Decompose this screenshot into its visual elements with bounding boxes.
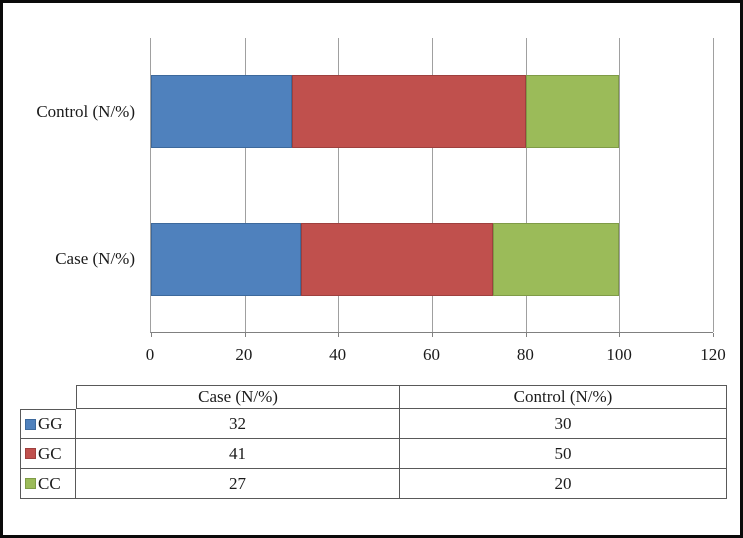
plot-area [150,38,714,337]
axis-tick [338,333,340,337]
legend-cell: GG [20,409,76,439]
bar-segment-cc [492,222,620,296]
axis-tick [619,333,621,337]
x-axis-tick-label: 40 [329,345,347,364]
axis-tick [151,333,152,337]
table-value-cell: 32 [76,409,400,439]
legend-swatch [25,418,36,430]
legend-label: GC [38,443,62,463]
data-table: Case (N/%) Control (N/%) GG 32 30 GC 41 50 CC 27 2… [20,385,727,499]
legend-swatch [25,478,36,489]
table-value-cell: 41 [76,439,400,469]
table-header-cell: Case (N/%) [76,385,400,409]
y-axis-category-label: Control (N/%) [36,101,135,121]
legend-cell: CC [20,469,76,499]
legend-label: CC [38,473,61,493]
table-value-cell: 27 [76,469,400,499]
axis-tick [432,333,433,337]
table-corner-cell [20,385,76,409]
bar-segment-gc [300,222,493,296]
x-axis-labels: 0 20 40 60 80 100 120 [146,344,726,366]
gridline [619,38,621,332]
gridline [525,38,527,332]
gridline [713,38,714,332]
table-header-cell: Control (N/%) [400,385,727,409]
y-axis-category-label: Case (N/%) [55,249,135,269]
axis-tick [713,333,714,337]
legend-swatch [25,448,36,459]
bar-segment-gg [151,75,292,149]
x-axis-tick-label: 60 [423,345,440,364]
x-axis-tick-label: 80 [516,345,534,364]
gridline [338,38,340,332]
bar-segment-gc [291,75,526,149]
stacked-bar [151,222,713,296]
table-value-cell: 30 [400,409,727,439]
stacked-bar [151,75,713,149]
legend-cell: GC [20,439,76,469]
y-axis-labels: Control (N/%) Case (N/%) [3,38,144,333]
legend-label: GG [38,414,63,433]
table-value-cell: 20 [400,469,727,499]
axis-tick [525,333,527,337]
gridline [244,38,246,332]
x-axis-tick-label: 100 [606,345,632,364]
axis-tick [244,333,246,337]
x-axis-tick-label: 20 [235,345,253,364]
table-value-cell: 50 [400,439,727,469]
gridline [432,38,433,332]
x-axis-tick-label: 120 [700,345,726,364]
bar-segment-gg [151,222,301,296]
bar-segment-cc [525,75,620,149]
x-axis-tick-label: 0 [145,345,155,364]
